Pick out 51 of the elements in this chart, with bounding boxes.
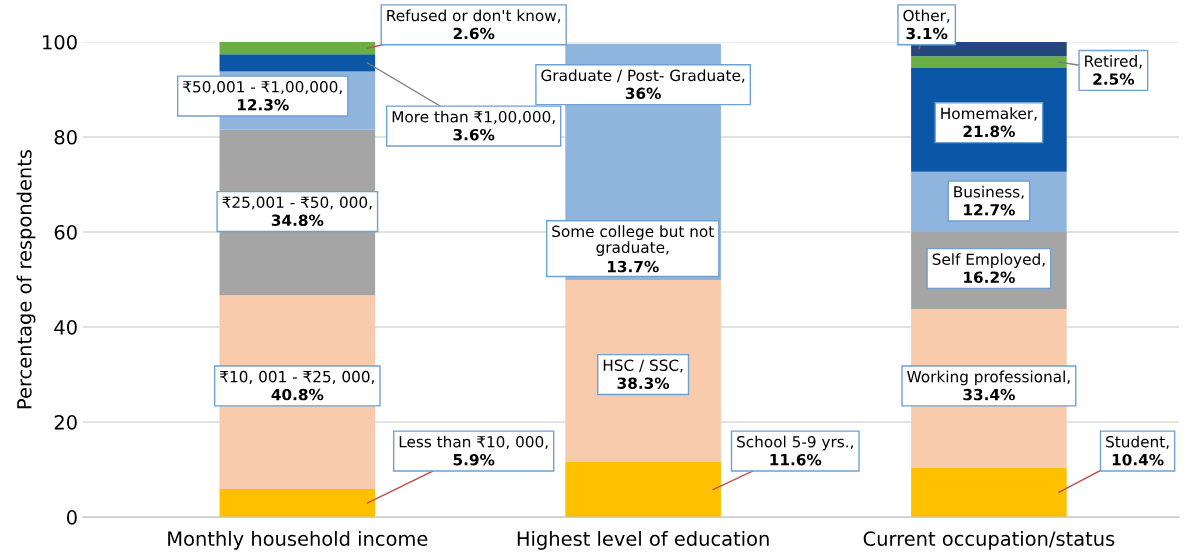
data-label: 34.8% (271, 214, 324, 226)
bar (219, 41, 376, 55)
annotation: Self Employed, (932, 253, 1045, 268)
data-label: 2.6% (453, 27, 495, 40)
annotation: Homemaker, (941, 107, 1037, 121)
y-tick-label: 40 (54, 319, 77, 335)
data-label: 38.3% (617, 377, 670, 389)
x-tick-label: Monthly household income (168, 530, 428, 550)
annotation: Working professional, (907, 370, 1070, 386)
y-tick-label: 80 (54, 129, 77, 145)
annotation: School 5-9 yrs., (737, 435, 853, 451)
data-label: 12.7% (964, 203, 1015, 216)
data-label: 5.9% (453, 453, 495, 466)
data-label: 16.2% (964, 271, 1015, 283)
data-label: 10.4% (1112, 453, 1164, 466)
bar (219, 54, 376, 72)
x-tick-label: Highest level of education (517, 530, 769, 550)
bar (911, 41, 1067, 57)
annotation: Retired, (1085, 55, 1142, 69)
text: Other, (903, 9, 950, 23)
data-label: 40.8% (271, 388, 324, 401)
annotation: HSC / SSC, (603, 359, 683, 373)
data-label: 36% (625, 87, 661, 100)
data-label: 11.6% (770, 453, 822, 466)
annotation: Some college but not graduate, (552, 225, 714, 257)
annotation: Business, (954, 185, 1024, 200)
y-tick-label: 60 (54, 224, 77, 240)
annotation: More than ₹1,00,000, (392, 110, 555, 125)
y-axis-title: Percentage of respondents (16, 149, 36, 409)
y-tick-label: 20 (54, 415, 77, 430)
data-label: 13.7% (607, 260, 659, 273)
bar (565, 461, 721, 518)
text: Refused or don't know, (387, 9, 561, 23)
annotation: ₹50,001 - ₹1,00,000, (183, 81, 342, 95)
data-label: 12.3% (237, 98, 289, 111)
data-label: 3.6% (453, 128, 495, 141)
bar (911, 56, 1067, 69)
bar (219, 489, 376, 518)
annotation: Student, (1106, 435, 1169, 450)
annotation: ₹25,001 - ₹50, 000, (222, 196, 372, 210)
annotation: ₹10, 001 - ₹25, 000, (220, 370, 374, 384)
data-label: 33.4% (963, 388, 1015, 401)
annotation: Graduate / Post- Graduate, (541, 69, 745, 83)
annotation: Less than ₹10, 000, (399, 435, 548, 450)
data-label: 2.5% (1093, 73, 1135, 85)
data-label: 3.1% (906, 27, 948, 40)
y-tick-label: 100 (43, 34, 77, 50)
bar (911, 467, 1067, 518)
y-tick-label: 0 (67, 510, 77, 525)
data-label: 21.8% (963, 125, 1015, 138)
x-tick-label: Current occupation/status (863, 530, 1115, 550)
